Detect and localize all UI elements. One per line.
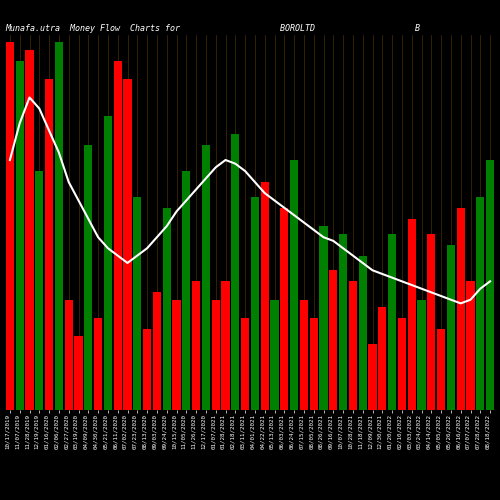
Bar [466,282,474,410]
Bar [260,182,269,410]
Bar [446,244,455,410]
Bar [329,270,338,410]
Bar [339,234,347,410]
Text: Munafa.utra  Money Flow  Charts for                    BOROLTD                  : Munafa.utra Money Flow Charts for BOROLT… [5,24,420,33]
Bar [418,300,426,410]
Bar [212,300,220,410]
Bar [320,226,328,410]
Bar [310,318,318,410]
Bar [250,197,259,410]
Bar [54,42,63,410]
Bar [26,50,34,410]
Bar [94,318,102,410]
Bar [398,318,406,410]
Bar [290,160,298,410]
Bar [270,300,278,410]
Bar [172,300,180,410]
Bar [64,300,73,410]
Bar [143,329,152,410]
Bar [241,318,250,410]
Bar [280,208,288,410]
Bar [388,234,396,410]
Bar [104,116,112,410]
Bar [45,79,54,410]
Bar [368,344,376,410]
Bar [202,146,210,410]
Bar [35,171,43,410]
Bar [74,336,82,410]
Bar [124,79,132,410]
Bar [300,300,308,410]
Bar [476,197,484,410]
Bar [358,256,367,410]
Bar [456,208,465,410]
Bar [16,60,24,410]
Bar [84,146,92,410]
Bar [6,42,14,410]
Bar [427,234,436,410]
Bar [114,60,122,410]
Bar [192,282,200,410]
Bar [348,282,357,410]
Bar [231,134,239,410]
Bar [378,307,386,410]
Bar [152,292,161,410]
Bar [162,208,171,410]
Bar [408,219,416,410]
Bar [222,282,230,410]
Bar [437,329,446,410]
Bar [133,197,141,410]
Bar [486,160,494,410]
Bar [182,171,190,410]
